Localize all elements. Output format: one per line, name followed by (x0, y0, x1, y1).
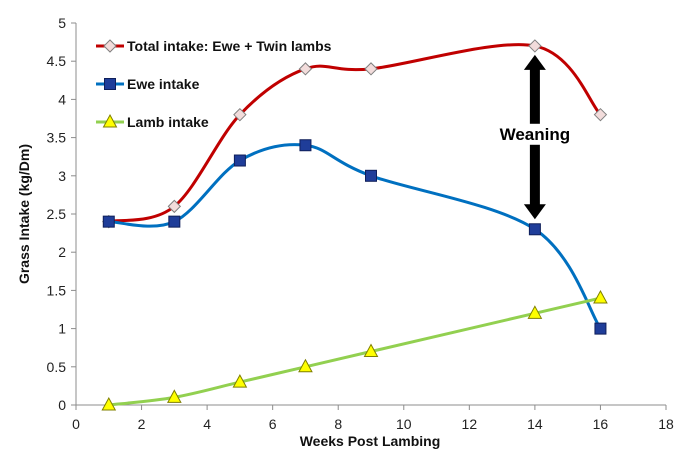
y-tick-label: 0 (58, 397, 66, 413)
lamb-intake-legend-label: Lamb intake (127, 114, 209, 130)
lamb-intake-legend-marker (102, 113, 118, 128)
y-tick-label: 0.5 (47, 359, 67, 375)
total-intake-data-point (593, 107, 608, 122)
y-tick-label: 3.5 (47, 130, 67, 146)
legend: Total intake: Ewe + Twin lambs Ewe intake… (96, 38, 332, 130)
x-tick-label: 16 (593, 416, 609, 432)
y-tick-label: 3 (58, 168, 66, 184)
x-tick-label: 12 (462, 416, 478, 432)
annotations-group: Weaning (497, 54, 573, 220)
lamb-intake-data-point (166, 389, 182, 403)
ewe-intake-data-point (233, 154, 246, 167)
y-tick-label: 4 (58, 91, 66, 107)
x-tick-label: 14 (527, 416, 543, 432)
y-tick-label: 2.5 (47, 206, 67, 222)
ewe-intake-data-point (168, 215, 181, 228)
x-tick-label: 0 (72, 416, 80, 432)
ewe-intake-legend-label: Ewe intake (127, 76, 200, 92)
ewe-intake-series-line (108, 143, 602, 330)
total-intake-data-point (167, 199, 182, 214)
axes-group: 0 0.5 1 1.5 2 2.5 3 3.5 4 4.5 5 0 2 4 6 8 10 12 14 16 18 Week… (16, 15, 674, 449)
x-axis-title: Weeks Post Lambing (300, 433, 441, 449)
lamb-intake-data-point (232, 374, 248, 388)
total-intake-data-point (364, 62, 378, 76)
total-intake-legend-marker (103, 39, 117, 53)
total-intake-data-point (233, 107, 247, 122)
y-tick-label: 1 (58, 321, 66, 337)
lamb-intake-data-point (527, 305, 543, 319)
x-tick-label: 6 (269, 416, 277, 432)
total-intake-data-point (298, 62, 313, 76)
ewe-intake-data-point (528, 223, 541, 236)
x-tick-label: 18 (658, 416, 674, 432)
y-tick-label: 4.5 (47, 53, 67, 69)
lamb-intake-series-line (108, 296, 601, 407)
lamb-intake-data-point (101, 396, 117, 411)
y-axis-title: Grass Intake (kg/Dm) (16, 144, 32, 284)
total-intake-legend-label: Total intake: Ewe + Twin lambs (127, 38, 332, 54)
ewe-intake-data-point (594, 322, 607, 335)
ewe-intake-data-point (299, 139, 312, 152)
y-tick-label: 5 (58, 15, 66, 31)
lamb-intake-data-point (593, 289, 608, 304)
y-tick-label: 2 (58, 244, 66, 260)
x-tick-label: 4 (203, 416, 211, 432)
series-group (101, 39, 608, 411)
x-tick-label: 10 (396, 416, 412, 432)
ewe-intake-data-point (102, 215, 115, 228)
ewe-intake-legend-marker (104, 78, 116, 90)
x-tick-label: 8 (334, 416, 342, 432)
ewe-intake-data-point (365, 169, 377, 182)
weaning-label-bg (497, 123, 573, 145)
y-tick-label: 1.5 (47, 282, 67, 298)
x-tick-label: 2 (138, 416, 146, 432)
lamb-intake-data-point (363, 343, 379, 358)
total-intake-data-point (528, 39, 542, 53)
weaning-label: Weaning (500, 125, 571, 144)
lamb-intake-data-point (298, 358, 313, 373)
